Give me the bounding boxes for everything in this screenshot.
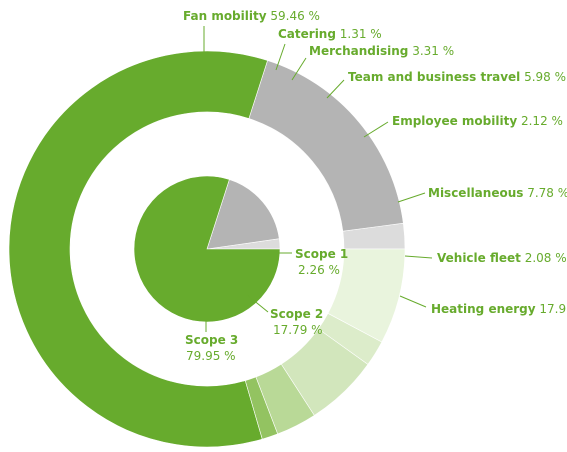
label-miscellaneous-value: 7.78 % bbox=[523, 186, 567, 200]
leader-catering bbox=[275, 43, 286, 71]
outer-donut-ring bbox=[8, 50, 406, 448]
label-team-and-business-travel-name: Team and business travel bbox=[348, 70, 520, 84]
outer-slice-fan-mobility bbox=[8, 50, 268, 448]
label-catering-value: 1.31 % bbox=[336, 27, 382, 41]
label-scope-3-value: 79.95 % bbox=[186, 349, 236, 363]
label-catering-name: Catering bbox=[278, 27, 336, 41]
label-scope-1-value: 2.26 % bbox=[298, 263, 340, 277]
outer-slice-heating-energy bbox=[248, 60, 404, 232]
label-vehicle-fleet: Vehicle fleet 2.08 % bbox=[437, 251, 567, 265]
leader-merchandising bbox=[291, 57, 307, 81]
label-heating-energy-name: Heating energy bbox=[431, 302, 536, 316]
label-team-and-business-travel-value: 5.98 % bbox=[520, 70, 566, 84]
leader-team-and-business-travel bbox=[326, 79, 345, 99]
leader-lines bbox=[203, 26, 433, 332]
label-miscellaneous-name: Miscellaneous bbox=[428, 186, 523, 200]
label-merchandising: Merchandising 3.31 % bbox=[309, 44, 454, 58]
slice-labels: Vehicle fleet 2.08 % Heating energy 17.98… bbox=[183, 9, 567, 363]
label-heating-energy-value: 17.98 % bbox=[536, 302, 567, 316]
label-employee-mobility: Employee mobility 2.12 % bbox=[392, 114, 563, 128]
label-scope-2-name: Scope 2 bbox=[270, 307, 323, 321]
inner-pie bbox=[133, 175, 281, 323]
leader-miscellaneous bbox=[397, 192, 426, 203]
label-scope-1-name: Scope 1 bbox=[295, 247, 348, 261]
inner-slice-scope-3 bbox=[133, 175, 281, 323]
label-merchandising-name: Merchandising bbox=[309, 44, 408, 58]
label-fan-mobility-value: 59.46 % bbox=[267, 9, 320, 23]
label-employee-mobility-value: 2.12 % bbox=[517, 114, 563, 128]
label-team-and-business-travel: Team and business travel 5.98 % bbox=[348, 70, 566, 84]
leader-scope-2 bbox=[246, 294, 269, 313]
outer-slice-miscellaneous bbox=[327, 248, 406, 343]
label-fan-mobility-name: Fan mobility bbox=[183, 9, 267, 23]
label-miscellaneous: Miscellaneous 7.78 % bbox=[428, 186, 567, 200]
label-heating-energy: Heating energy 17.98 % bbox=[431, 302, 567, 316]
label-vehicle-fleet-value: 2.08 % bbox=[521, 251, 567, 265]
label-scope-2-value: 17.79 % bbox=[273, 323, 323, 337]
label-vehicle-fleet-name: Vehicle fleet bbox=[437, 251, 521, 265]
label-employee-mobility-name: Employee mobility bbox=[392, 114, 517, 128]
leader-employee-mobility bbox=[363, 121, 389, 138]
leader-vehicle-fleet bbox=[404, 255, 433, 259]
leader-heating-energy bbox=[399, 295, 427, 308]
label-merchandising-value: 3.31 % bbox=[408, 44, 454, 58]
label-scope-3-name: Scope 3 bbox=[185, 333, 238, 347]
label-fan-mobility: Fan mobility 59.46 % bbox=[183, 9, 320, 23]
label-catering: Catering 1.31 % bbox=[278, 27, 382, 41]
inner-slice-scope-2 bbox=[206, 179, 280, 250]
